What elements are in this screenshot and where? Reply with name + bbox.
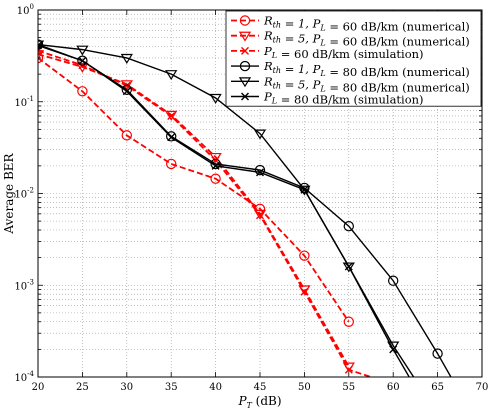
data-point bbox=[343, 221, 354, 232]
y-tick-label: 10-3 bbox=[14, 278, 34, 292]
legend-marker bbox=[238, 31, 252, 42]
x-axis-label: PT (dB) bbox=[237, 394, 281, 409]
data-point bbox=[38, 40, 45, 51]
x-tick-label: 50 bbox=[298, 382, 311, 393]
data-point bbox=[38, 50, 45, 61]
series-line bbox=[38, 43, 452, 377]
legend-label: Rth = 1, PL = 60 dB/km (numerical) bbox=[263, 14, 470, 34]
data-point bbox=[167, 133, 176, 142]
data-point bbox=[389, 345, 398, 354]
data-point bbox=[256, 211, 264, 220]
y-tick-label: 100 bbox=[17, 3, 34, 17]
data-point bbox=[76, 45, 89, 56]
y-tick-label: 10-1 bbox=[14, 95, 34, 109]
data-point bbox=[298, 185, 311, 196]
data-point bbox=[299, 250, 310, 261]
data-point bbox=[120, 53, 133, 64]
data-point bbox=[121, 84, 133, 95]
series-line bbox=[38, 57, 350, 323]
legend: Rth = 1, PL = 60 dB/km (numerical)Rth = … bbox=[225, 10, 482, 107]
data-point bbox=[209, 93, 222, 104]
legend-label: Rth = 5, PL = 80 dB/km (numerical) bbox=[263, 74, 470, 94]
series-layer bbox=[38, 39, 452, 377]
data-point bbox=[344, 365, 353, 374]
data-point bbox=[300, 185, 309, 194]
data-point bbox=[210, 173, 221, 184]
data-point bbox=[300, 287, 309, 296]
legend-marker bbox=[241, 46, 249, 55]
legend-entry-4: Rth = 1, PL = 80 dB/km (numerical) bbox=[231, 59, 470, 79]
data-point bbox=[121, 130, 133, 141]
legend-label: PL = 80 dB/km (simulation) bbox=[263, 90, 424, 107]
legend-entry-5: Rth = 5, PL = 80 dB/km (numerical) bbox=[231, 74, 470, 94]
x-tick-label: 25 bbox=[76, 382, 89, 393]
data-point bbox=[254, 164, 266, 176]
x-tick-label: 40 bbox=[209, 382, 222, 393]
x-tick-label: 65 bbox=[431, 382, 444, 393]
x-tick-label: 70 bbox=[476, 382, 489, 393]
data-point bbox=[77, 55, 88, 66]
data-point bbox=[165, 158, 177, 170]
legend-label: Rth = 5, PL = 60 dB/km (numerical) bbox=[263, 29, 470, 49]
data-point bbox=[253, 129, 267, 140]
legend-marker bbox=[239, 15, 251, 26]
data-point bbox=[210, 158, 221, 170]
data-point bbox=[78, 56, 87, 65]
data-point bbox=[165, 131, 177, 142]
legend-entry-1: Rth = 1, PL = 60 dB/km (numerical) bbox=[231, 14, 470, 34]
legend-box bbox=[225, 10, 482, 107]
data-point bbox=[77, 86, 88, 97]
data-point bbox=[165, 70, 178, 81]
legend-label: PL = 60 dB/km (simulation) bbox=[263, 44, 424, 61]
data-point bbox=[122, 87, 131, 96]
legend-marker bbox=[238, 77, 252, 88]
x-tick-label: 45 bbox=[254, 382, 267, 393]
data-point bbox=[432, 348, 443, 359]
y-tick-label: 10-2 bbox=[14, 187, 34, 201]
x-tick-label: 55 bbox=[342, 382, 355, 393]
legend-entry-3: PL = 60 dB/km (simulation) bbox=[231, 44, 424, 61]
series-6 bbox=[38, 41, 410, 377]
legend-marker bbox=[239, 60, 251, 72]
data-point bbox=[342, 262, 355, 273]
data-point bbox=[256, 168, 264, 177]
series-line bbox=[38, 53, 350, 367]
legend-marker bbox=[241, 92, 249, 101]
x-tick-label: 60 bbox=[387, 382, 400, 393]
data-point bbox=[388, 275, 399, 286]
data-point bbox=[167, 111, 176, 120]
x-tick-label: 35 bbox=[165, 382, 178, 393]
legend-entry-6: PL = 80 dB/km (simulation) bbox=[231, 90, 424, 107]
series-1 bbox=[38, 52, 354, 327]
series-4 bbox=[38, 39, 452, 377]
data-point bbox=[343, 316, 354, 327]
legend-entry-2: Rth = 5, PL = 60 dB/km (numerical) bbox=[231, 29, 470, 49]
data-point bbox=[165, 110, 178, 121]
x-tick-label: 30 bbox=[120, 382, 133, 393]
x-tick-label: 20 bbox=[32, 382, 45, 393]
series-line bbox=[38, 43, 415, 377]
y-tick-label: 10-4 bbox=[14, 370, 34, 384]
series-line bbox=[38, 44, 410, 377]
data-point bbox=[253, 209, 267, 220]
data-point bbox=[38, 41, 42, 50]
legend-label: Rth = 1, PL = 80 dB/km (numerical) bbox=[263, 59, 470, 79]
y-axis-label: Average BER bbox=[2, 152, 16, 234]
data-point bbox=[344, 262, 353, 271]
data-point bbox=[211, 161, 220, 170]
